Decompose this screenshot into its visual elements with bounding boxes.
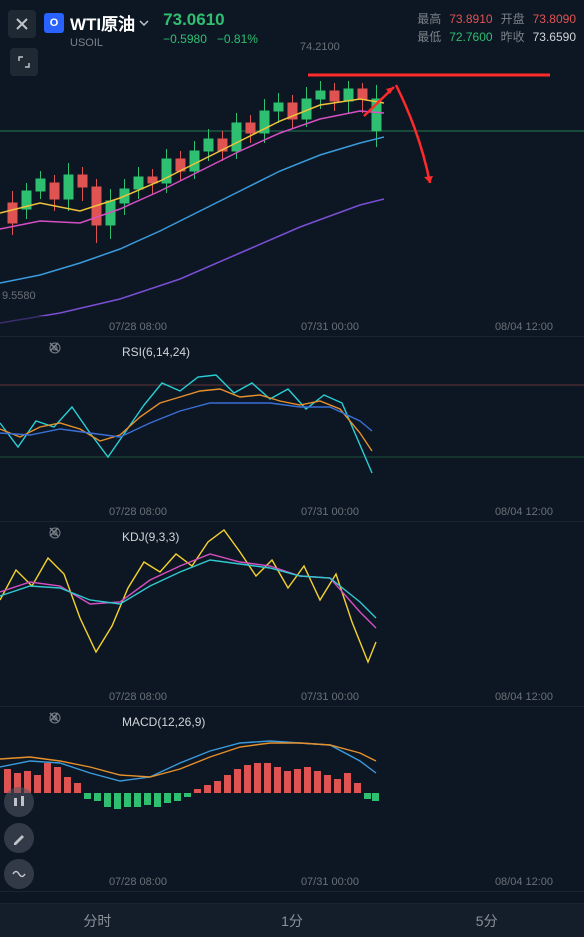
indicator-title: RSI(6,14,24): [122, 345, 190, 359]
timeframe-tab[interactable]: 1分: [195, 904, 390, 937]
timeframe-tab[interactable]: 分时: [0, 904, 195, 937]
candles-icon: [11, 794, 27, 810]
macd-svg: [0, 707, 584, 892]
fullscreen-button[interactable]: [10, 48, 38, 76]
stat-value: 73.8090: [533, 10, 576, 28]
stat-value: 73.6590: [533, 28, 576, 46]
rsi-pane[interactable]: RSI(6,14,24) 07/28 08:0007/31 00:0008/04…: [0, 337, 584, 522]
stat-value: 73.8910: [449, 10, 492, 28]
expand-icon: [17, 55, 31, 69]
indicator-title: MACD(12,26,9): [122, 715, 205, 729]
timeframe-tab[interactable]: 5分: [389, 904, 584, 937]
stat-label: 最低: [417, 28, 441, 46]
kdj-pane[interactable]: KDJ(9,3,3) 07/28 08:0007/31 00:0008/04 1…: [0, 522, 584, 707]
ohlc-stats: 最高 73.8910 开盘 73.8090 最低 72.7600 昨收 73.6…: [417, 10, 576, 46]
price-block: 73.0610 −0.5980 −0.81%: [163, 10, 258, 46]
compare-button[interactable]: [4, 859, 34, 889]
chevron-down-icon: [139, 18, 149, 28]
price-label: 9.5580: [2, 290, 36, 302]
stat-label: 昨收: [501, 28, 525, 46]
indicator-settings-icon[interactable]: [82, 526, 104, 548]
chart-header: O WTI原油 USOIL 73.0610 −0.5980 −0.81% 最高 …: [0, 0, 584, 53]
price-chart-pane[interactable]: 74.2100 9.5580 07/28 08:0007/31 00:0008/…: [0, 3, 584, 337]
last-price: 73.0610: [163, 10, 258, 30]
symbol-badge: O: [44, 13, 64, 33]
symbol-name: WTI原油: [70, 10, 135, 35]
close-button[interactable]: [8, 10, 36, 38]
close-icon: [15, 17, 29, 31]
indicator-settings-icon[interactable]: [82, 711, 104, 733]
kdj-svg: [0, 522, 584, 707]
indicators-button[interactable]: [4, 787, 34, 817]
stat-value: 72.7600: [449, 28, 492, 46]
time-axis: 07/28 08:0007/31 00:0008/04 12:00: [0, 686, 584, 706]
rsi-svg: [0, 337, 584, 522]
change-pct: −0.81%: [217, 32, 258, 46]
indicator-title: KDJ(9,3,3): [122, 530, 179, 544]
symbol-block[interactable]: O WTI原油 USOIL: [44, 10, 149, 49]
change-abs: −0.5980: [163, 32, 207, 46]
macd-pane[interactable]: MACD(12,26,9) 07/28 08:0007/31 00:0008/0…: [0, 707, 584, 892]
time-axis: 07/28 08:0007/31 00:0008/04 12:00: [0, 316, 584, 336]
time-axis: 07/28 08:0007/31 00:0008/04 12:00: [0, 871, 584, 891]
timeframe-bar: 分时 1分 5分: [0, 903, 584, 937]
stat-label: 开盘: [501, 10, 525, 28]
pencil-icon: [11, 830, 27, 846]
time-axis: 07/28 08:0007/31 00:0008/04 12:00: [0, 501, 584, 521]
price-chart-svg: [0, 3, 584, 337]
stat-label: 最高: [417, 10, 441, 28]
draw-button[interactable]: [4, 823, 34, 853]
indicator-settings-icon[interactable]: [82, 341, 104, 363]
wave-icon: [11, 866, 27, 882]
drawing-tools: [4, 787, 34, 889]
symbol-subtitle: USOIL: [70, 37, 149, 49]
